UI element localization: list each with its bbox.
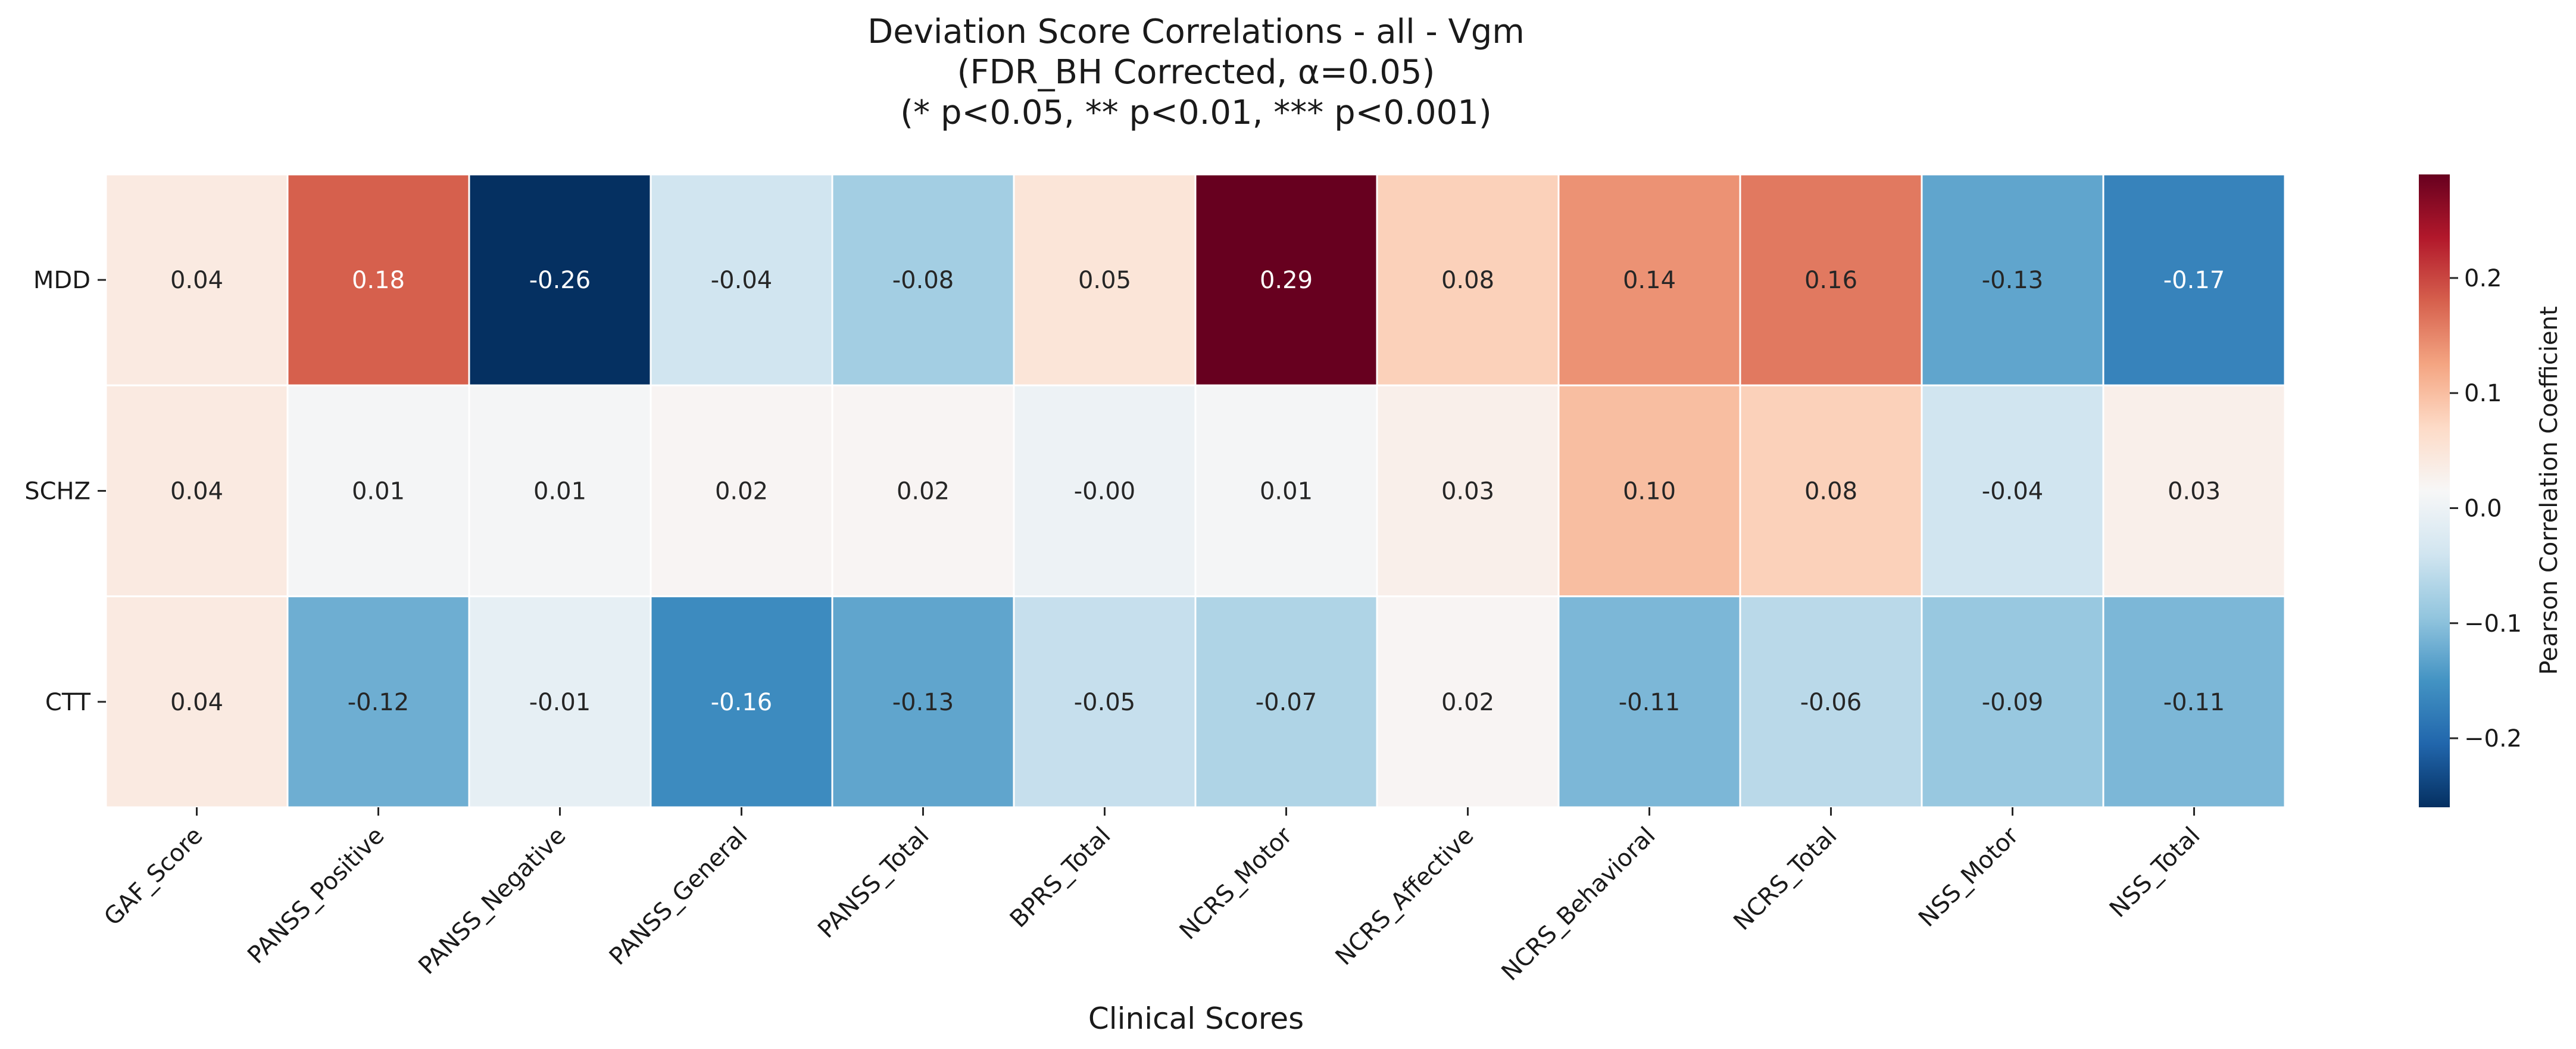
heatmap-cell	[1557, 595, 1741, 808]
colorbar-tick-label: −0.1	[2464, 610, 2522, 638]
heatmap-cell	[1013, 595, 1197, 808]
heatmap-cell	[105, 384, 289, 598]
cell-value-label: -0.16	[711, 689, 773, 716]
cell-value-label: 0.02	[715, 478, 768, 505]
cell-value-label: -0.09	[1982, 689, 2044, 716]
heatmap-cell	[286, 173, 470, 386]
y-tick-label: MDD	[33, 267, 90, 294]
colorbar: 0.2 0.1 0.0 −0.1 −0.2	[2419, 174, 2522, 807]
cell-value-label: 0.04	[170, 689, 223, 716]
cell-value-label: 0.16	[1804, 267, 1857, 294]
colorbar-tick-label: 0.0	[2464, 495, 2502, 522]
chart-subtitle-line-1: (FDR_BH Corrected, α=0.05)	[957, 53, 1435, 92]
heatmap-cell	[105, 595, 289, 808]
heatmap-cell	[1194, 595, 1378, 808]
heatmap-cell	[2102, 595, 2286, 808]
colorbar-tick-label: 0.1	[2464, 380, 2502, 407]
heatmap-cell	[286, 384, 470, 598]
cell-value-label: -0.04	[711, 267, 773, 294]
cell-value-label: -0.04	[1982, 478, 2044, 505]
cell-value-label: -0.01	[529, 689, 591, 716]
colorbar-label: Pearson Correlation Coefficient	[2536, 306, 2563, 675]
cell-value-label: 0.05	[1078, 267, 1131, 294]
cell-value-label: -0.13	[1982, 267, 2044, 294]
heatmap-cell	[468, 384, 652, 598]
cell-value-label: 0.02	[897, 478, 950, 505]
heatmap-cell	[650, 384, 833, 598]
cell-value-label: 0.01	[352, 478, 405, 505]
cell-value-label: -0.26	[529, 267, 591, 294]
x-axis-label: Clinical Scores	[1088, 1001, 1304, 1036]
heatmap-cell	[831, 384, 1015, 598]
heatmap-cell	[1739, 173, 1923, 386]
cell-value-label: 0.03	[1441, 478, 1494, 505]
heatmap-cell	[650, 173, 833, 386]
cell-value-label: -0.00	[1074, 478, 1136, 505]
heatmap-cell	[1739, 384, 1923, 598]
chart-subtitle-line-2: (* p<0.05, ** p<0.01, *** p<0.001)	[900, 93, 1491, 132]
cell-value-label: -0.07	[1256, 689, 1317, 716]
cell-value-label: 0.01	[533, 478, 586, 505]
heatmap-cell	[286, 595, 470, 808]
cell-value-label: -0.08	[892, 267, 954, 294]
cell-value-label: 0.14	[1623, 267, 1676, 294]
cell-value-label: 0.01	[1260, 478, 1313, 505]
cell-value-label: 0.10	[1623, 478, 1676, 505]
heatmap-cell	[468, 173, 652, 386]
cell-value-label: -0.12	[348, 689, 410, 716]
heatmap-cell	[1194, 384, 1378, 598]
heatmap-cell	[1376, 384, 1560, 598]
heatmap-cell	[105, 173, 289, 386]
colorbar-tick-label: −0.2	[2464, 725, 2522, 753]
cell-value-label: -0.13	[892, 689, 954, 716]
heatmap-cell	[2102, 173, 2286, 386]
heatmap-cell	[1013, 384, 1197, 598]
cell-value-label: 0.08	[1804, 478, 1857, 505]
cell-value-label: 0.29	[1260, 267, 1313, 294]
heatmap-grid: 0.04 0.18 -0.26 -0.04 -0.08 0.05 0.29 0.08 0.14 0…	[105, 173, 2286, 808]
heatmap-cell	[1194, 173, 1378, 386]
y-tick-label: CTT	[45, 689, 91, 716]
colorbar-gradient-bar	[2419, 174, 2450, 807]
cell-value-label: -0.05	[1074, 689, 1136, 716]
cell-value-label: 0.03	[2168, 478, 2221, 505]
cell-value-label: 0.04	[170, 478, 223, 505]
heatmap-cell	[1557, 384, 1741, 598]
y-axis: MDD SCHZ CTT	[24, 267, 106, 716]
heatmap-cell	[831, 595, 1015, 808]
heatmap-cell	[1921, 384, 2104, 598]
cell-value-label: 0.18	[352, 267, 405, 294]
cell-value-label: 0.04	[170, 267, 223, 294]
y-tick-label: SCHZ	[24, 478, 90, 505]
cell-value-label: -0.06	[1800, 689, 1862, 716]
heatmap-cell	[1376, 173, 1560, 386]
chart-title: Deviation Score Correlations - all - Vgm	[867, 13, 1525, 51]
cell-value-label: 0.02	[1441, 689, 1494, 716]
heatmap-cell	[1557, 173, 1741, 386]
colorbar-tick-label: 0.2	[2464, 265, 2502, 292]
cell-value-label: -0.11	[1619, 689, 1681, 716]
heatmap-cell	[1739, 595, 1923, 808]
heatmap-cell	[1921, 595, 2104, 808]
heatmap-cell	[2102, 384, 2286, 598]
cell-value-label: 0.08	[1441, 267, 1494, 294]
cell-value-label: -0.11	[2163, 689, 2225, 716]
cell-value-label: -0.17	[2163, 267, 2225, 294]
